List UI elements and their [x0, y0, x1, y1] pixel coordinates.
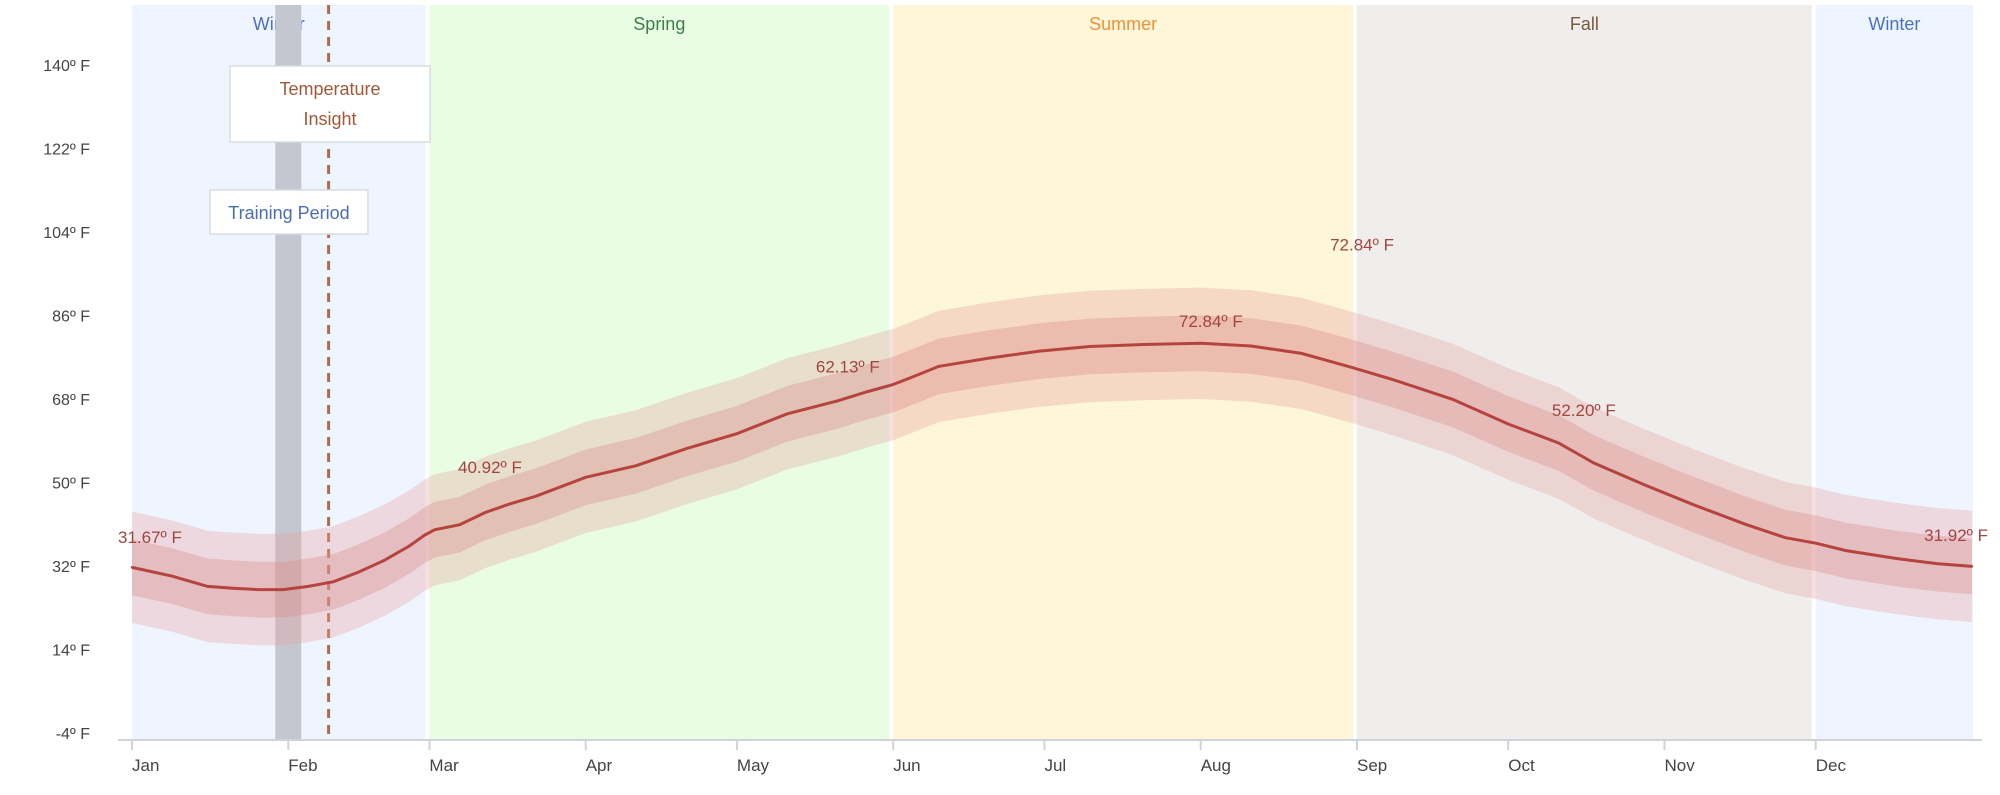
data-point — [1643, 483, 1646, 486]
data-point — [1895, 557, 1898, 560]
data-point — [836, 399, 839, 402]
x-tick-label: Oct — [1508, 756, 1535, 775]
data-point — [206, 585, 209, 588]
data-point — [1970, 565, 1974, 568]
x-tick-label: Sep — [1357, 756, 1387, 775]
data-point — [458, 523, 461, 526]
data-point — [1743, 523, 1747, 526]
x-tick-label: Nov — [1664, 756, 1695, 775]
data-label: 72.84º F — [1330, 235, 1394, 254]
data-point — [786, 412, 789, 415]
x-tick-label: Jan — [132, 756, 159, 775]
data-label: 31.67º F — [118, 528, 182, 547]
data-point — [1935, 562, 1938, 565]
data-point — [937, 365, 940, 368]
temperature-insight-label-box — [229, 65, 431, 143]
y-tick-label: 122º F — [43, 141, 90, 158]
temperature-insight-label: Insight — [303, 109, 356, 129]
y-tick-label: 104º F — [43, 225, 90, 242]
y-tick-label: 50º F — [52, 475, 90, 492]
y-tick-label: 140º F — [43, 58, 90, 75]
data-point — [231, 587, 235, 590]
data-point — [256, 588, 260, 591]
data-point — [282, 588, 285, 591]
x-tick-label: May — [737, 756, 770, 775]
y-tick-label: -4º F — [56, 726, 91, 743]
x-tick-label: Apr — [586, 756, 613, 775]
data-label: 52.20º F — [1552, 401, 1616, 420]
y-tick-label: 32º F — [52, 559, 90, 576]
data-point — [382, 559, 386, 562]
data-point — [685, 447, 688, 450]
season-label-summer: Summer — [1089, 14, 1157, 34]
training-period-label: Training Period — [228, 203, 349, 223]
data-point — [357, 570, 361, 574]
data-point — [1088, 345, 1092, 348]
data-point — [735, 432, 739, 435]
data-point — [1139, 343, 1142, 346]
data-point — [1451, 398, 1454, 401]
data-label: 62.13º F — [816, 357, 880, 376]
data-point — [130, 566, 134, 569]
data-point — [1350, 366, 1354, 369]
data-point — [1844, 549, 1848, 552]
data-point — [534, 495, 537, 498]
data-point — [1693, 503, 1696, 507]
data-point — [1784, 536, 1787, 539]
series-outer-band — [132, 287, 1972, 646]
season-band-winter — [1815, 5, 1974, 740]
data-point — [1557, 441, 1560, 445]
data-point — [987, 356, 991, 360]
data-point — [892, 383, 895, 386]
data-label: 31.92º F — [1924, 526, 1988, 545]
x-tick-label: Aug — [1201, 756, 1231, 775]
x-tick-label: Feb — [288, 756, 317, 775]
x-tick-label: Jul — [1044, 756, 1066, 775]
y-tick-label: 14º F — [52, 642, 90, 659]
data-point — [307, 585, 310, 588]
data-point — [483, 511, 487, 514]
data-point — [1199, 342, 1202, 345]
y-tick-label: 68º F — [52, 392, 90, 409]
data-point — [1814, 542, 1817, 545]
season-label-winter: Winter — [1868, 14, 1920, 34]
data-point — [408, 544, 411, 548]
data-point — [584, 476, 587, 479]
data-point — [433, 528, 436, 531]
data-point — [423, 534, 426, 537]
data-point — [1300, 352, 1303, 355]
data-label: 72.84º F — [1179, 312, 1243, 331]
x-tick-label: Jun — [893, 756, 920, 775]
data-point — [866, 390, 870, 393]
season-band-fall — [1356, 5, 1812, 740]
x-tick-label: Mar — [429, 756, 459, 775]
season-label-fall: Fall — [1570, 14, 1599, 34]
data-point — [1391, 378, 1394, 381]
data-point — [1592, 461, 1596, 465]
data-point — [1507, 422, 1510, 426]
season-label-spring: Spring — [633, 14, 685, 34]
season-band-summer — [893, 5, 1353, 740]
y-tick-label: 86º F — [52, 308, 90, 325]
data-point — [912, 375, 915, 378]
data-point — [1038, 349, 1041, 353]
data-label: 40.92º F — [458, 458, 522, 477]
data-point — [634, 464, 638, 467]
training-period-label-box — [209, 189, 369, 235]
data-point — [171, 574, 174, 578]
x-tick-label: Dec — [1816, 756, 1847, 775]
data-point — [508, 502, 512, 505]
data-point — [332, 580, 335, 583]
temperature-insight-label: Temperature — [279, 79, 380, 99]
season-band-spring — [429, 5, 890, 740]
data-point — [1249, 344, 1253, 348]
